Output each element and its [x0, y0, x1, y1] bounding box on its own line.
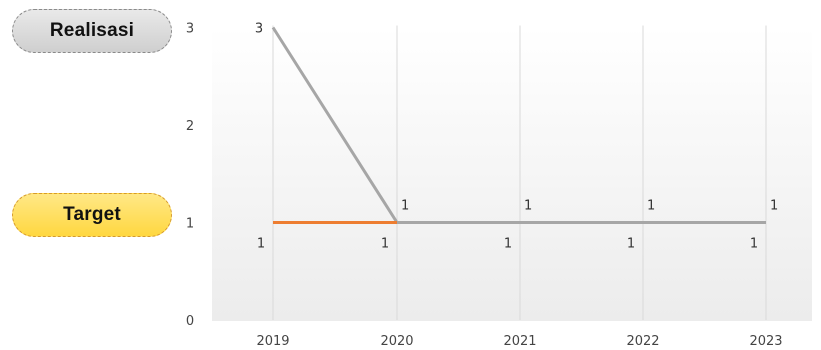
x-tick-label-2019: 2019	[256, 334, 289, 349]
x-axis: 2019 2020 2021 2022 2023	[256, 334, 782, 349]
legend-target: Target	[12, 193, 172, 237]
legend-target-label: Target	[63, 204, 121, 225]
x-tick-label-2023: 2023	[749, 334, 782, 349]
y-tick-label: 3	[186, 22, 194, 37]
realisasi-label-2022: 1	[647, 199, 655, 214]
realisasi-label-2020: 1	[401, 199, 409, 214]
target-label-2019: 1	[257, 237, 265, 252]
series-lines	[271, 26, 766, 224]
plot-area	[212, 27, 812, 321]
target-label-2021: 1	[504, 237, 512, 252]
target-label-2023: 1	[750, 237, 758, 252]
legend-realisasi: Realisasi	[12, 9, 172, 53]
x-tick-label-2020: 2020	[380, 334, 413, 349]
x-tick-label-2021: 2021	[503, 334, 536, 349]
target-label-2022: 1	[627, 237, 635, 252]
x-tick-label-2022: 2022	[626, 334, 659, 349]
legend-realisasi-label: Realisasi	[49, 20, 135, 41]
series-line-realisasi	[271, 26, 766, 224]
data-labels: 3 1 1 1 1 1 1 1 1 1	[255, 22, 778, 252]
y-tick-label: 1	[186, 217, 194, 232]
y-tick-label: 0	[186, 314, 194, 329]
gridlines	[272, 25, 767, 320]
realisasi-label-2023: 1	[770, 199, 778, 214]
realisasi-label-2021: 1	[524, 199, 532, 214]
realisasi-label-2019: 3	[255, 22, 263, 37]
y-tick-label: 2	[186, 119, 194, 134]
target-label-2020: 1	[381, 237, 389, 252]
y-axis: 0 1 2 3	[186, 22, 194, 330]
